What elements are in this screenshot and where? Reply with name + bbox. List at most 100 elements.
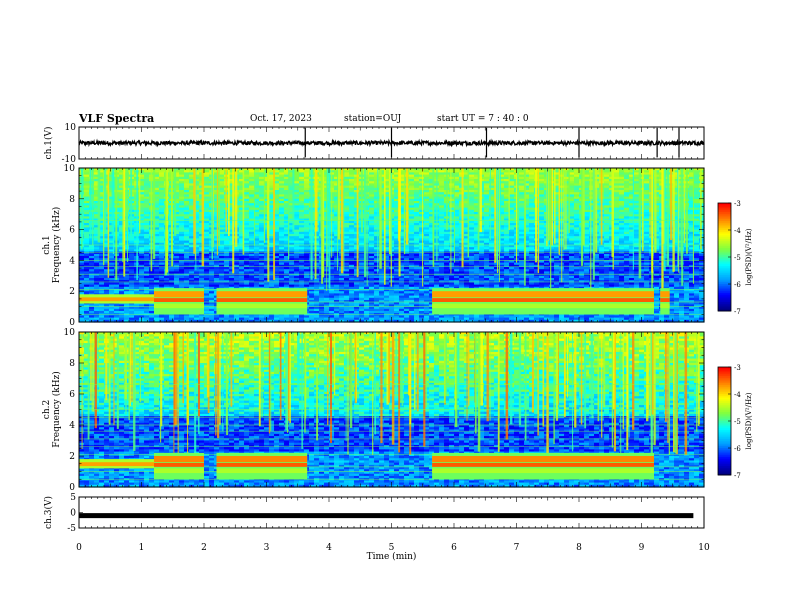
ch1-spectrogram-cell <box>374 187 380 191</box>
ch1-spectrogram-cell <box>429 192 435 195</box>
ch1-spectrogram-cell <box>334 187 340 191</box>
ch1-spectrogram-cell <box>414 196 420 200</box>
ch1-spectrogram-cell <box>429 198 435 202</box>
ch1-spectrogram-cell <box>409 192 415 195</box>
ch1-spectrogram-cell <box>499 181 505 184</box>
ch1-spectrogram-cell <box>414 181 420 184</box>
ch1-spectrogram-cell <box>89 190 95 193</box>
ch1-spectrogram-cell <box>569 185 575 189</box>
ch1-spectrogram-cell <box>654 190 660 193</box>
ch1-spectrogram-cell <box>99 185 105 189</box>
ch1-spectrogram-cell <box>689 198 695 202</box>
ch1-spectrogram-cell <box>619 187 625 191</box>
ch1-spectrogram-cell <box>394 187 400 191</box>
ch1-spectrogram-cell <box>239 172 245 176</box>
ch1-spectrogram-cell <box>279 190 285 193</box>
ch1-spectrogram-cell <box>229 192 235 195</box>
ch1-spectrogram-cell <box>304 185 310 189</box>
ch1-spectrogram-cell <box>369 192 375 195</box>
ch1-spectrogram-cell <box>219 176 225 180</box>
ch1-spectrogram-cell <box>449 196 455 200</box>
ch1-spectrogram-cell <box>569 192 575 195</box>
ch1-spectrogram-cell <box>554 185 560 189</box>
ch1-spectrogram-cell <box>614 170 620 173</box>
ch1-spectrogram-cell <box>179 187 185 191</box>
ch1-spectrogram-cell <box>519 183 525 187</box>
ch1-spectrogram-cell <box>184 203 190 206</box>
ch1-spectrogram-cell <box>174 176 180 180</box>
ch1-spectrogram-cell <box>564 196 570 200</box>
ch1-spectrogram-cell <box>139 203 145 206</box>
ch1-spectrogram-cell <box>519 192 525 195</box>
ch1-spectrogram-cell <box>289 190 295 193</box>
ch1-spectrogram-cell <box>304 176 310 180</box>
ch1-spectrogram-cell <box>244 190 250 193</box>
ch1-spectrogram-cell <box>469 172 475 176</box>
ch1-spectrogram-cell <box>499 187 505 191</box>
ch1-spectrogram-cell <box>634 203 640 206</box>
ch1-spectrogram-cell <box>374 183 380 187</box>
ch1-spectrogram-cell <box>264 179 270 182</box>
ch1-spectrogram-cell <box>84 174 90 178</box>
ch1-spectrogram-cell <box>279 172 285 176</box>
ch1-spectrogram-cell <box>304 198 310 202</box>
ch1-spectrogram-cell <box>349 203 355 206</box>
ch1-spectrogram-cell <box>694 172 700 176</box>
ch1-spectrogram-cell <box>449 185 455 189</box>
ch1-spectrogram-cell <box>509 181 515 184</box>
ch1-spectrogram-cell <box>619 192 625 195</box>
ch1-spectrogram-cell <box>259 190 265 193</box>
ch1-spectrogram-cell <box>254 185 260 189</box>
ch1-spectrogram-cell <box>269 176 275 180</box>
ch1-spectrogram-cell <box>189 181 195 184</box>
ch1-spectrogram-cell <box>674 203 680 206</box>
ch1-spectrogram-cell <box>119 198 125 202</box>
ch1-spectrogram-cell <box>279 176 285 180</box>
ch1-spectrogram-cell <box>229 170 235 173</box>
ch1-spectrogram-cell <box>554 201 560 204</box>
ch1-spectrogram-cell <box>424 187 430 191</box>
ch1-spectrogram-cell <box>269 192 275 195</box>
ch1-spectrogram-cell <box>454 168 460 171</box>
ch1-spectrogram-cell <box>119 172 125 176</box>
ch1-spectrogram-cell <box>194 203 200 206</box>
ch1-spectrogram-cell <box>194 183 200 187</box>
ch1-spectrogram-cell <box>629 194 635 198</box>
ch1-spectrogram-cell <box>569 168 575 171</box>
ch1-spectrogram-cell <box>539 172 545 176</box>
ch1-spectrogram-cell <box>529 174 535 178</box>
ch1-spectrogram-cell <box>639 174 645 178</box>
ch1-spectrogram-cell <box>239 205 245 209</box>
ch1-spectrogram-cell <box>529 181 535 184</box>
ch1-spectrogram-cell <box>499 203 505 206</box>
ch1-spectrogram-cell <box>414 174 420 178</box>
ch1-spectrogram-cell <box>484 190 490 193</box>
ch1-spectrogram-cell <box>104 196 110 200</box>
ch1-spectrogram-cell <box>589 185 595 189</box>
date-label: Oct. 17, 2023 <box>250 114 312 124</box>
ch1-spectrogram-cell <box>249 181 255 184</box>
ch1-spectrogram-cell <box>289 196 295 200</box>
ch1-spectrogram-cell <box>604 196 610 200</box>
ch1-spectrogram-cell <box>639 198 645 202</box>
ch1-spectrogram-cell <box>94 174 100 178</box>
ch1-spectrogram-cell <box>604 170 610 173</box>
ch1-spectrogram-cell <box>259 198 265 202</box>
ch1-spectrogram-cell <box>484 168 490 171</box>
ch1-spectrogram-cell <box>174 194 180 198</box>
ch1-spectrogram-cell <box>554 179 560 182</box>
ch1-spectrogram-cell <box>614 181 620 184</box>
ch1-spectrogram-cell <box>334 170 340 173</box>
ch1-spectrogram-cell <box>139 181 145 184</box>
ch1-spectrogram-cell <box>344 170 350 173</box>
ch1-spectrogram-cell <box>274 198 280 202</box>
ch1-spectrogram-cell <box>279 201 285 204</box>
ch1-spectrogram-cell <box>474 194 480 198</box>
ch1-spectrogram-cell <box>144 194 150 198</box>
ch1-spectrogram-cell <box>204 174 210 178</box>
ch1-spectrogram-cell <box>574 194 580 198</box>
ch1-spectrogram-cell <box>539 187 545 191</box>
ch1-spectrogram-cell <box>369 190 375 193</box>
ch1-spectrogram-cell <box>644 174 650 178</box>
ch1-spectrogram-cell <box>634 190 640 193</box>
